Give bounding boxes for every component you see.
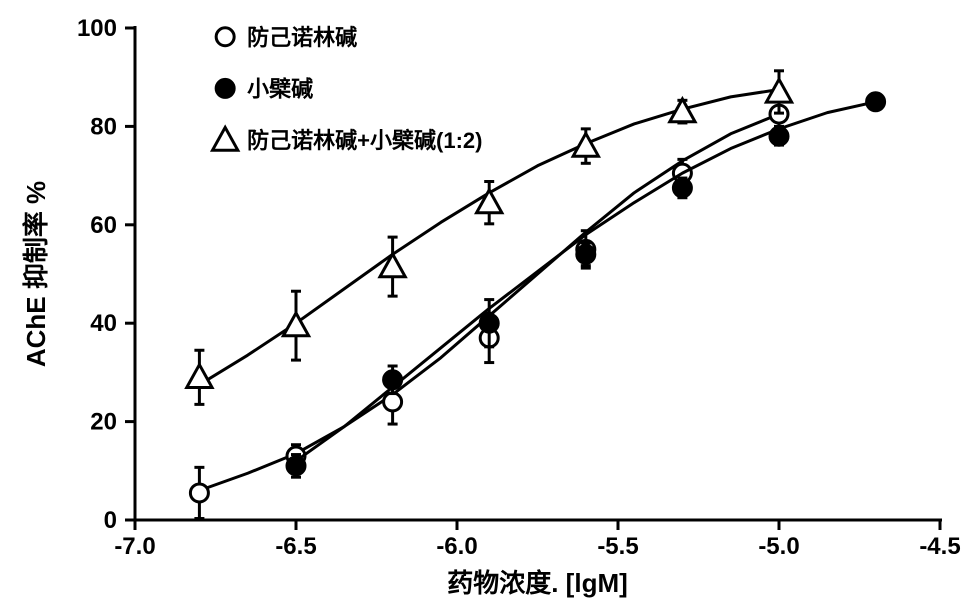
- open-circle-marker: [384, 393, 402, 411]
- filled-circle-marker: [577, 245, 595, 263]
- y-tick-label: 0: [104, 507, 117, 534]
- chart-container: 0 20 40 60 80 100 -7.0 -6.5 -6.0 -5.5 -5.0 -4.5 药物浓度…: [0, 0, 976, 602]
- x-tick-label: -5.5: [597, 533, 638, 560]
- x-tick-label: -4.5: [919, 533, 960, 560]
- legend-label: 小檗碱: [247, 76, 313, 101]
- open-circle-marker: [190, 484, 208, 502]
- x-tick-label: -7.0: [114, 533, 155, 560]
- x-tick-label: -6.5: [275, 533, 316, 560]
- filled-circle-marker: [287, 457, 305, 475]
- legend-label: 防己诺林碱: [247, 25, 357, 50]
- y-tick-label: 60: [90, 212, 117, 239]
- filled-circle-marker: [770, 127, 788, 145]
- x-axis-label: 药物浓度. [lgM]: [447, 568, 628, 598]
- y-tick-label: 80: [90, 113, 117, 140]
- filled-circle-marker: [867, 93, 885, 111]
- y-axis-label: AChE 抑制率 %: [21, 181, 51, 367]
- filled-circle-marker: [673, 179, 691, 197]
- filled-circle-marker: [480, 314, 498, 332]
- y-tick-label: 40: [90, 310, 117, 337]
- legend-item: 防己诺林碱+小檗碱(1:2): [213, 127, 483, 153]
- filled-circle-marker: [384, 371, 402, 389]
- x-tick-label: -5.0: [758, 533, 799, 560]
- x-tick-label: -6.0: [436, 533, 477, 560]
- y-tick-label: 100: [77, 15, 117, 42]
- legend-label: 防己诺林碱+小檗碱(1:2): [247, 128, 482, 153]
- filled-circle-marker: [216, 79, 234, 97]
- ache-inhibition-chart: 0 20 40 60 80 100 -7.0 -6.5 -6.0 -5.5 -5.0 -4.5 药物浓度…: [0, 0, 976, 602]
- open-circle-marker: [216, 28, 234, 46]
- y-tick-label: 20: [90, 409, 117, 436]
